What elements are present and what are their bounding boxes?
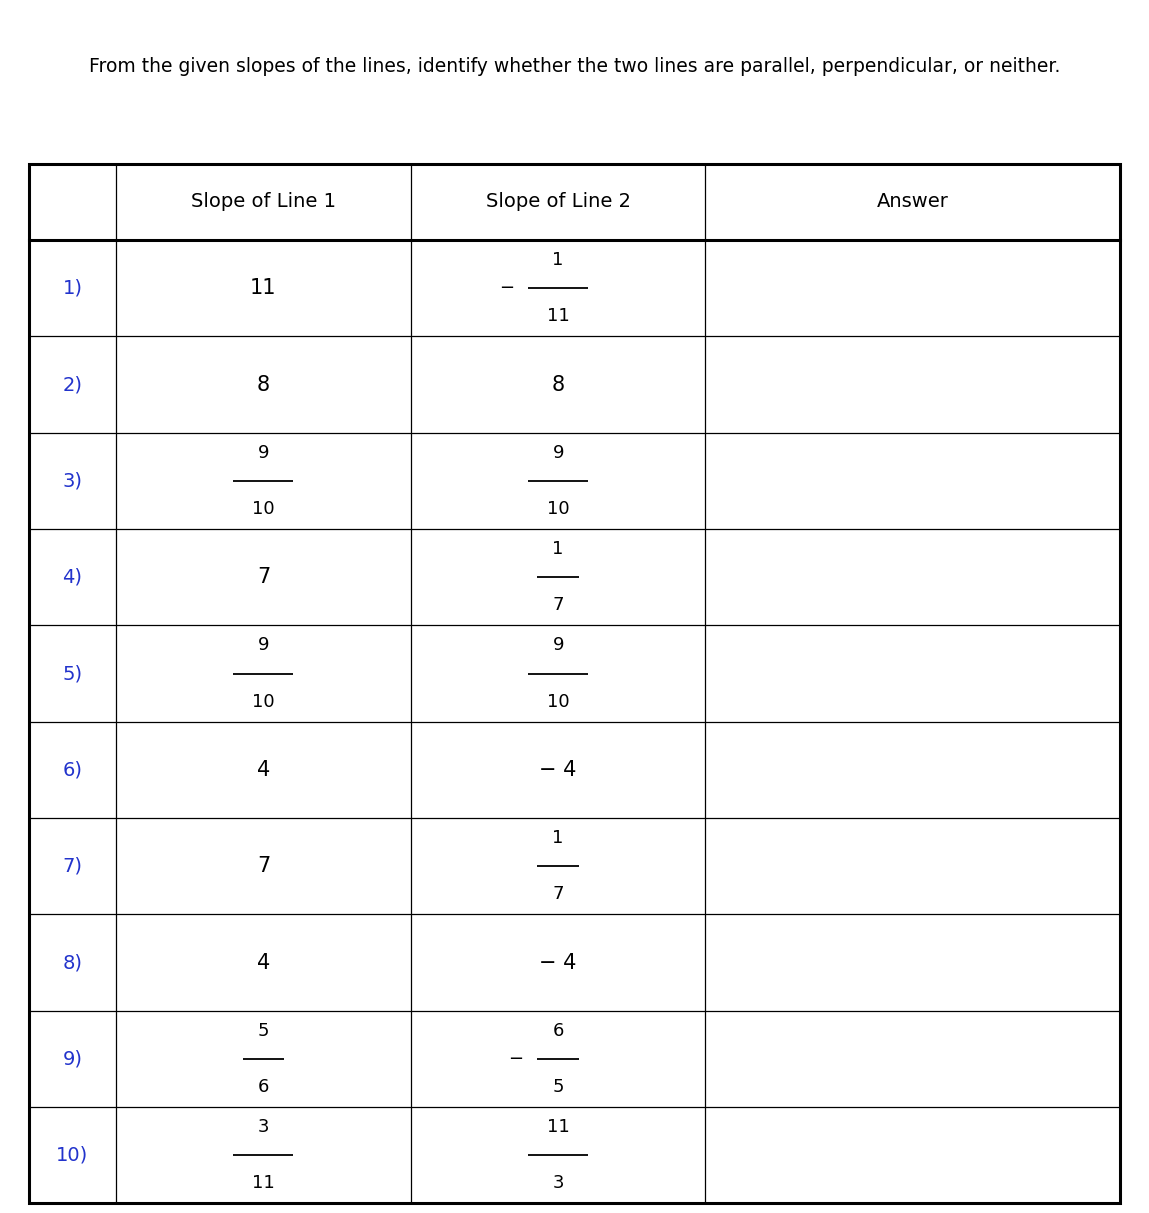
Text: −: − [509,1049,524,1067]
Text: 1: 1 [553,828,564,847]
Text: Answer: Answer [877,193,949,211]
Text: From the given slopes of the lines, identify whether the two lines are parallel,: From the given slopes of the lines, iden… [88,57,1061,76]
Text: 1): 1) [62,279,83,298]
Text: 8: 8 [552,375,564,394]
Text: 10: 10 [547,500,570,518]
Text: 11: 11 [250,278,277,298]
Text: 11: 11 [252,1174,275,1192]
Text: 5: 5 [257,1021,269,1040]
Text: 6: 6 [553,1021,564,1040]
Text: 8): 8) [62,953,83,972]
Text: 3: 3 [553,1174,564,1192]
Text: 4: 4 [256,759,270,780]
Text: 9: 9 [553,637,564,655]
Text: − 4: − 4 [539,759,577,780]
Text: 11: 11 [547,1118,570,1135]
Text: − 4: − 4 [539,952,577,973]
Text: 7): 7) [62,856,83,876]
Text: 7: 7 [553,597,564,615]
Text: −: − [499,279,515,297]
Text: 2): 2) [62,375,83,394]
Text: Slope of Line 1: Slope of Line 1 [191,193,336,211]
Text: 4: 4 [256,952,270,973]
Text: 6): 6) [62,761,83,780]
Text: 7: 7 [256,568,270,587]
Text: 3): 3) [62,472,83,490]
Text: 3: 3 [257,1118,269,1135]
Text: Slope of Line 2: Slope of Line 2 [486,193,631,211]
Text: 8: 8 [257,375,270,394]
Text: 11: 11 [547,307,570,325]
Text: 10: 10 [252,693,275,711]
Text: 7: 7 [553,885,564,904]
Text: 10: 10 [547,693,570,711]
Text: 7: 7 [256,856,270,876]
Text: 1: 1 [553,251,564,269]
Text: 10: 10 [252,500,275,518]
Text: 9): 9) [62,1049,83,1069]
Text: 9: 9 [257,444,269,462]
Text: 4): 4) [62,568,83,587]
Text: 6: 6 [257,1078,269,1097]
Text: 5: 5 [553,1078,564,1097]
Text: 10): 10) [56,1145,88,1164]
Text: 1: 1 [553,540,564,558]
Text: 5): 5) [62,664,83,683]
Text: 9: 9 [553,444,564,462]
Text: 9: 9 [257,637,269,655]
Bar [29,164,1120,1203]
